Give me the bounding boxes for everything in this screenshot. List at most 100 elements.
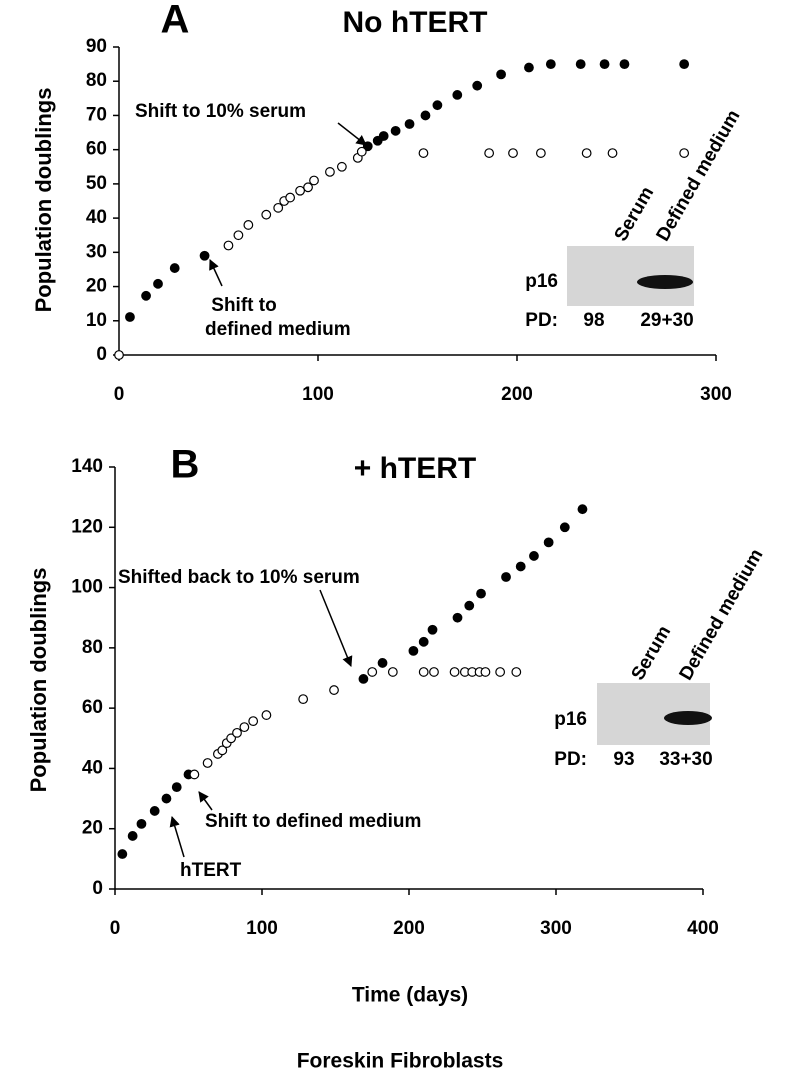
data-point	[535, 148, 546, 158]
data-point	[679, 59, 690, 70]
x-tick-label: 100	[302, 384, 334, 405]
pd-value: 29+30	[640, 310, 693, 331]
data-point	[420, 110, 431, 121]
y-tick-label: 40	[82, 757, 103, 778]
data-point	[189, 769, 200, 780]
data-point	[202, 758, 213, 768]
annotation: Shift to	[211, 295, 276, 316]
data-point	[199, 250, 210, 261]
data-point	[495, 667, 506, 677]
lane-label: Defined medium	[675, 545, 767, 684]
y-tick-label: 60	[82, 697, 103, 718]
panel-label: B	[171, 443, 200, 487]
y-tick-label: 10	[86, 310, 107, 331]
data-point	[575, 59, 586, 70]
y-axis-label: Population doublings	[31, 88, 56, 313]
data-point	[452, 90, 463, 100]
annotation: Shifted back to 10% serum	[118, 567, 360, 588]
data-point	[501, 572, 511, 582]
y-tick-label: 120	[71, 516, 103, 537]
data-point	[358, 674, 369, 684]
data-point	[169, 263, 180, 273]
data-point	[217, 745, 228, 756]
data-point	[117, 849, 128, 859]
data-point	[543, 537, 554, 548]
data-point	[303, 182, 313, 193]
data-point	[171, 782, 182, 793]
x-axis-label: Time (days)	[352, 984, 468, 1007]
lane-label: Defined medium	[652, 106, 744, 245]
y-tick-label: 20	[82, 818, 103, 839]
y-tick-label: 60	[86, 139, 107, 160]
y-tick-label: 40	[86, 207, 107, 228]
annotation: hTERT	[180, 860, 242, 881]
data-point	[261, 710, 272, 720]
band-label: p16	[525, 271, 558, 292]
data-point	[511, 667, 522, 677]
data-point	[149, 806, 160, 816]
x-tick-label: 0	[110, 918, 121, 939]
data-point	[295, 185, 305, 196]
data-point	[515, 561, 526, 572]
data-point	[508, 148, 518, 158]
data-point	[545, 59, 556, 70]
pd-value: 93	[613, 749, 634, 770]
arrow	[337, 122, 367, 146]
arrow	[169, 815, 185, 858]
x-tick-label: 100	[246, 918, 278, 939]
y-tick-label: 70	[86, 104, 107, 125]
data-point	[223, 240, 234, 251]
data-point	[418, 148, 429, 158]
data-point	[239, 722, 250, 733]
data-point	[226, 733, 237, 744]
y-tick-label: 0	[92, 878, 103, 899]
chart-title: No hTERT	[343, 6, 488, 39]
data-point	[325, 167, 335, 177]
data-point	[243, 220, 254, 230]
data-point	[309, 175, 319, 186]
y-tick-label: 20	[86, 276, 107, 297]
blots	[567, 246, 712, 745]
data-point	[432, 100, 443, 111]
y-tick-label: 30	[86, 241, 107, 262]
data-point	[472, 80, 483, 91]
data-point	[429, 667, 439, 677]
y-tick-label: 80	[86, 70, 107, 91]
x-tick-label: 200	[501, 384, 533, 405]
data-point	[480, 667, 491, 677]
data-point	[285, 192, 296, 203]
data-point	[378, 131, 389, 141]
data-point	[529, 551, 539, 561]
data-point	[452, 612, 463, 623]
data-point	[232, 727, 242, 738]
data-point	[484, 148, 495, 158]
y-tick-label: 50	[86, 173, 107, 194]
data-point	[153, 278, 163, 289]
data-point	[248, 716, 259, 727]
data-point	[387, 667, 398, 677]
panel-label: A	[161, 0, 190, 42]
data-point	[427, 624, 438, 635]
data-point	[329, 685, 339, 695]
data-point	[476, 588, 486, 599]
data-point	[141, 290, 151, 301]
y-tick-label: 140	[71, 456, 103, 477]
data-point	[559, 522, 570, 533]
data-point	[418, 667, 429, 677]
pd-label: PD:	[525, 310, 558, 331]
annotation: Shift to defined medium	[205, 811, 421, 832]
y-axis-label: Population doublings	[26, 568, 51, 793]
caption: Foreskin Fibroblasts	[297, 1050, 504, 1073]
data-point	[336, 161, 347, 172]
chart-title: + hTERT	[354, 452, 477, 485]
x-tick-label: 300	[540, 918, 572, 939]
annotation: defined medium	[205, 319, 351, 340]
data-point	[619, 59, 630, 70]
y-tick-label: 90	[86, 36, 107, 57]
data-point	[367, 667, 378, 677]
data-point	[390, 125, 401, 136]
data-point	[127, 831, 138, 841]
x-tick-label: 400	[687, 918, 719, 939]
pd-value: 98	[583, 310, 604, 331]
